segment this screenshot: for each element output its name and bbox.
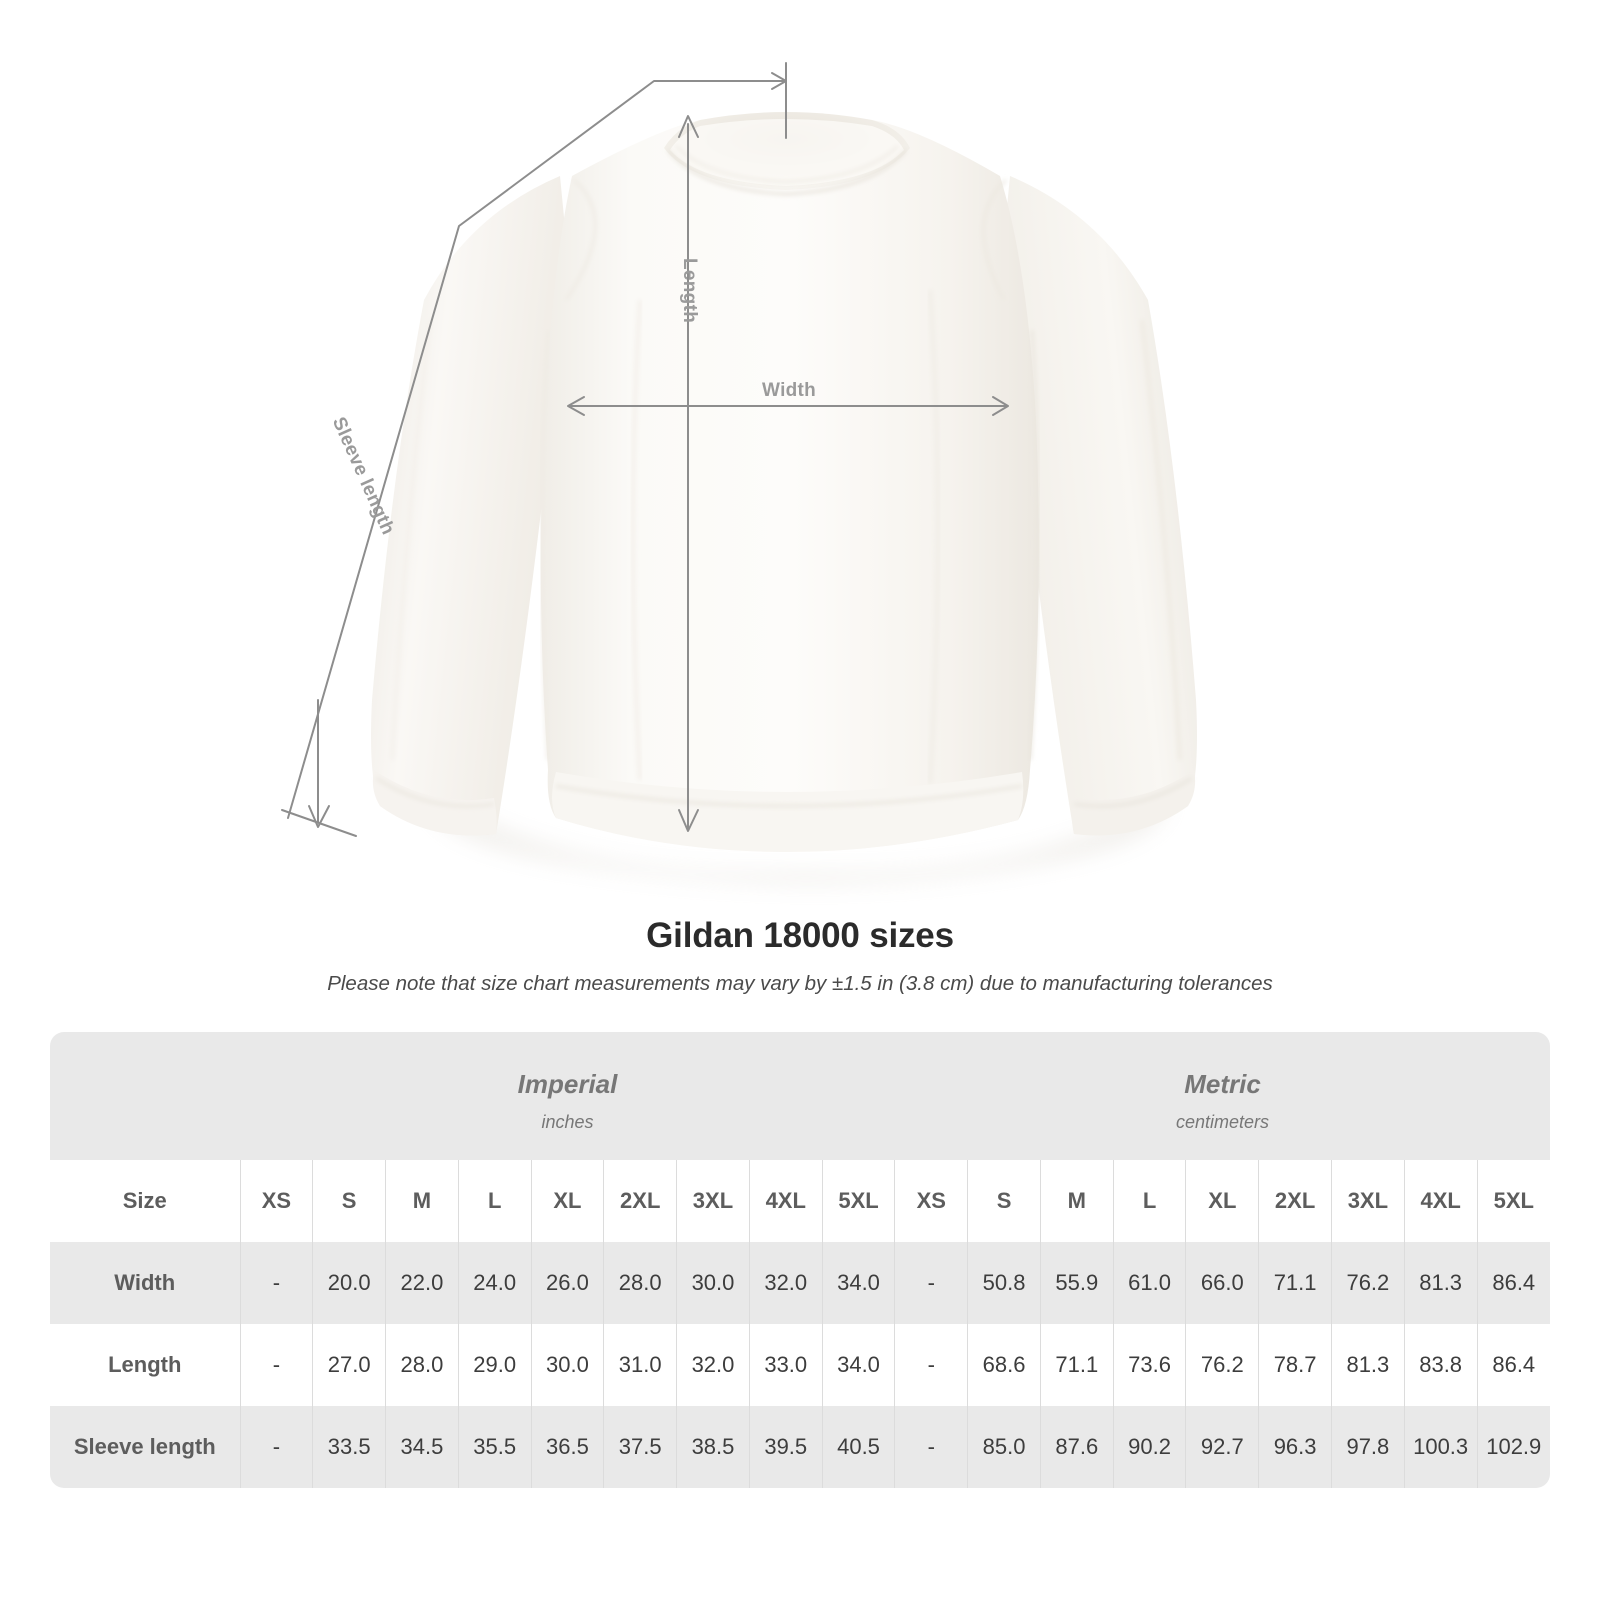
cell-value: 29.0	[457, 1324, 532, 1406]
cell-value: -	[894, 1324, 968, 1406]
cell-value: 35.5	[457, 1406, 532, 1488]
size-column-header-s-10: S	[967, 1160, 1041, 1242]
cell-value: 28.0	[603, 1242, 677, 1324]
cell-value: 71.1	[1258, 1242, 1332, 1324]
cell-value: 33.5	[312, 1406, 386, 1488]
cell-value: 39.5	[748, 1406, 823, 1488]
unit-group-imperial-unit: inches	[541, 1112, 594, 1132]
unit-header-spacer	[50, 1032, 240, 1160]
unit-group-metric-name: Metric	[1184, 1069, 1261, 1099]
size-table: Size XS S M L XL 2XL 3XL 4XL 5XL XS S M L XL 2XL 3XL 4XL…	[50, 1160, 1550, 1488]
table-row: Length -27.0 28.0 29.0 30.0 31.0 32.0 33.0 34.0-…	[50, 1324, 1550, 1406]
cell-value: 92.7	[1185, 1406, 1259, 1488]
cell-value: 34.0	[821, 1324, 895, 1406]
cell-value: 81.3	[1330, 1324, 1405, 1406]
row-label-width: Width	[50, 1242, 240, 1324]
unit-group-imperial-name: Imperial	[517, 1069, 618, 1099]
cell-value: 86.4	[1476, 1242, 1550, 1324]
size-table-container: Imperial inches Metric centimeters Size …	[50, 1032, 1550, 1488]
cell-value: 68.6	[967, 1324, 1041, 1406]
cell-value: 66.0	[1185, 1242, 1259, 1324]
unit-group-metric-unit: centimeters	[1175, 1112, 1270, 1132]
cell-value: 37.5	[603, 1406, 677, 1488]
cell-value: 73.6	[1112, 1324, 1186, 1406]
size-column-header-xs-0: XS	[239, 1160, 313, 1242]
size-column-header-5xl-8: 5XL	[821, 1160, 895, 1242]
size-column-header: Size	[50, 1160, 240, 1242]
page-title: Gildan 18000 sizes	[646, 916, 954, 955]
cell-value: 33.0	[748, 1324, 823, 1406]
unit-system-header: Imperial inches Metric centimeters	[50, 1032, 1550, 1160]
cell-value: 30.0	[530, 1324, 604, 1406]
cell-value: -	[239, 1406, 313, 1488]
title-block: Gildan 18000 sizes Please note that size…	[0, 916, 1600, 996]
size-column-header-4xl-7: 4XL	[748, 1160, 823, 1242]
unit-group-imperial: Imperial inches	[240, 1032, 895, 1160]
cell-value: 76.2	[1330, 1242, 1405, 1324]
cell-value: 87.6	[1039, 1406, 1114, 1488]
cell-value: 71.1	[1039, 1324, 1114, 1406]
cell-value: 20.0	[312, 1242, 386, 1324]
size-column-header-s-1: S	[312, 1160, 386, 1242]
size-column-header-m-11: M	[1039, 1160, 1114, 1242]
cell-value: 83.8	[1403, 1324, 1478, 1406]
cell-value: 78.7	[1258, 1324, 1332, 1406]
table-header-row: Size XS S M L XL 2XL 3XL 4XL 5XL XS S M L XL 2XL 3XL 4XL…	[50, 1160, 1550, 1242]
cell-value: 28.0	[385, 1324, 459, 1406]
cell-value: -	[894, 1406, 968, 1488]
cell-value: 27.0	[312, 1324, 386, 1406]
size-column-header-l-3: L	[457, 1160, 532, 1242]
size-column-header-xl-13: XL	[1185, 1160, 1259, 1242]
cell-value: 32.0	[676, 1324, 750, 1406]
width-dimension-label: Width	[762, 380, 817, 401]
cell-value: 34.5	[385, 1406, 459, 1488]
garment-illustration: Length Width Sleeve length	[281, 62, 1197, 884]
sweatshirt-diagram-svg	[281, 62, 1197, 884]
size-column-header-xl-4: XL	[530, 1160, 604, 1242]
cell-value: 102.9	[1476, 1406, 1550, 1488]
cell-value: 34.0	[821, 1242, 895, 1324]
cell-value: 85.0	[967, 1406, 1041, 1488]
cell-value: 86.4	[1476, 1324, 1550, 1406]
cell-value: 36.5	[530, 1406, 604, 1488]
size-column-header-3xl-6: 3XL	[676, 1160, 750, 1242]
cell-value: 55.9	[1039, 1242, 1114, 1324]
cell-value: 31.0	[603, 1324, 677, 1406]
row-label-sleeve-length: Sleeve length	[50, 1406, 240, 1488]
cell-value: 50.8	[967, 1242, 1041, 1324]
size-column-header-5xl-17: 5XL	[1476, 1160, 1550, 1242]
size-column-header-3xl-15: 3XL	[1330, 1160, 1405, 1242]
size-column-header-xs-9: XS	[894, 1160, 968, 1242]
cell-value: 76.2	[1185, 1324, 1259, 1406]
cell-value: -	[894, 1242, 968, 1324]
cell-value: 96.3	[1258, 1406, 1332, 1488]
cell-value: 38.5	[676, 1406, 750, 1488]
size-column-header-m-2: M	[385, 1160, 459, 1242]
size-column-header-l-12: L	[1112, 1160, 1186, 1242]
cell-value: 97.8	[1330, 1406, 1405, 1488]
cell-value: 40.5	[821, 1406, 895, 1488]
size-column-header-2xl-5: 2XL	[603, 1160, 677, 1242]
cell-value: 100.3	[1403, 1406, 1478, 1488]
cell-value: 61.0	[1112, 1242, 1186, 1324]
cell-value: 26.0	[530, 1242, 604, 1324]
tolerance-note: Please note that size chart measurements…	[327, 972, 1273, 995]
unit-group-metric: Metric centimeters	[895, 1032, 1550, 1160]
size-column-header-2xl-14: 2XL	[1258, 1160, 1332, 1242]
table-body: Width -20.0 22.0 24.0 26.0 28.0 30.0 32.0 34.0-5…	[50, 1242, 1550, 1488]
cell-value: 22.0	[385, 1242, 459, 1324]
cell-value: 24.0	[457, 1242, 532, 1324]
row-label-length: Length	[50, 1324, 240, 1406]
cell-value: 90.2	[1112, 1406, 1186, 1488]
table-row: Sleeve length -33.5 34.5 35.5 36.5 37.5 38.5 39…	[50, 1406, 1550, 1488]
cell-value: -	[239, 1324, 313, 1406]
table-row: Width -20.0 22.0 24.0 26.0 28.0 30.0 32.0 34.0-5…	[50, 1242, 1550, 1324]
cell-value: 81.3	[1403, 1242, 1478, 1324]
size-column-header-4xl-16: 4XL	[1403, 1160, 1478, 1242]
cell-value: -	[239, 1242, 313, 1324]
cell-value: 32.0	[748, 1242, 823, 1324]
cell-value: 30.0	[676, 1242, 750, 1324]
length-dimension-label: Length	[679, 258, 700, 324]
